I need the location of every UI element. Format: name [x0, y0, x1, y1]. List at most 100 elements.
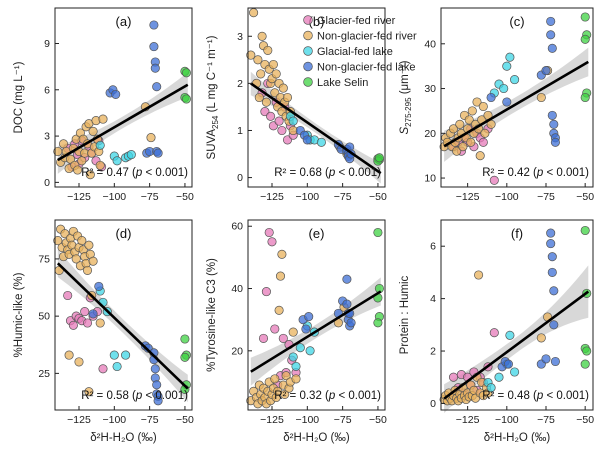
point-non-glacier-fed-river: [278, 83, 288, 93]
x-tick-label: −100: [495, 191, 519, 203]
point-non-glacier-fed-lake: [153, 396, 163, 406]
point-non-glacier-fed-river: [478, 101, 488, 112]
x-tick-label: −100: [495, 414, 519, 426]
x-tick-label: −50: [369, 191, 387, 203]
panel-label: (e): [309, 226, 325, 241]
point-glacial-fed-lake: [316, 137, 326, 147]
point-non-glacier-fed-river: [271, 69, 281, 79]
point-non-glacier-fed-lake: [546, 16, 556, 26]
point-glacier-fed-river: [80, 307, 90, 317]
y-tick-label: 25: [38, 368, 50, 380]
panel-4: 20 40 60 −125 −100 −75 −50 (e) R² = 0.32 (p < 0.…: [206, 219, 387, 444]
point-non-glacier-fed-lake: [503, 359, 513, 369]
point-non-glacier-fed-lake: [502, 97, 512, 107]
r-squared-annotation: R² = 0.42 (p < 0.001): [482, 167, 589, 179]
y-tick-label: 2: [430, 346, 436, 358]
x-tick-label: −75: [334, 191, 352, 203]
point-lake-selin: [374, 153, 384, 163]
point-non-glacier-fed-lake: [546, 239, 556, 249]
point-non-glacier-fed-river: [448, 124, 459, 134]
y-tick-label: 40: [424, 38, 436, 50]
y-tick-label: 1: [237, 125, 243, 137]
point-glacial-fed-lake: [505, 330, 515, 340]
x-tick-label: −100: [295, 414, 319, 426]
point-glacial-fed-lake: [288, 116, 298, 126]
point-non-glacier-fed-lake: [304, 312, 314, 322]
y-tick-label: 60: [231, 221, 243, 233]
point-lake-selin: [181, 94, 191, 104]
point-non-glacier-fed-river: [282, 92, 293, 103]
point-glacial-fed-lake: [112, 361, 122, 372]
y-tick-label: 75: [38, 253, 50, 265]
point-non-glacier-fed-river: [464, 115, 474, 125]
point-glacial-fed-lake: [305, 346, 315, 356]
y-tick-label: 50: [38, 311, 50, 323]
point-non-glacier-fed-river: [274, 305, 284, 315]
y-axis-label: S275-295 (μm⁻¹): [399, 60, 413, 134]
point-glacier-fed-river: [63, 290, 73, 301]
point-non-glacier-fed-lake: [94, 281, 104, 291]
point-non-glacier-fed-river: [472, 97, 482, 107]
point-non-glacier-fed-river: [458, 142, 468, 152]
point-lake-selin: [181, 68, 191, 78]
x-axis-label: δ²H-H₂O (‰): [484, 432, 551, 444]
x-tick-label: −50: [369, 414, 387, 426]
y-tick-label: 9: [44, 38, 50, 50]
point-non-glacier-fed-river: [257, 31, 267, 41]
point-non-glacier-fed-river: [58, 139, 69, 149]
point-non-glacier-fed-lake: [342, 274, 352, 284]
x-tick-label: −50: [176, 414, 194, 426]
x-tick-label: −100: [102, 414, 126, 426]
point-non-glacier-fed-river: [475, 151, 485, 161]
point-non-glacier-fed-river: [73, 165, 83, 175]
point-non-glacier-fed-river: [466, 137, 476, 147]
y-tick-label: 6: [430, 241, 436, 253]
plot-frame: [440, 219, 594, 411]
point-non-glacier-fed-river: [536, 92, 546, 103]
point-non-glacier-fed-river: [452, 146, 462, 156]
point-non-glacier-fed-lake: [88, 309, 98, 319]
point-non-glacier-fed-lake: [152, 82, 162, 92]
x-tick-label: −125: [67, 191, 91, 203]
point-non-glacier-fed-river: [253, 55, 263, 65]
point-lake-selin: [580, 225, 590, 236]
x-tick-label: −125: [260, 191, 284, 203]
legend-marker: [303, 61, 313, 72]
legend-label: Lake Selin: [317, 77, 368, 89]
point-non-glacier-fed-lake: [150, 63, 160, 73]
point-non-glacier-fed-river: [95, 318, 105, 328]
point-non-glacier-fed-lake: [547, 110, 557, 120]
regression-line: [56, 262, 189, 390]
x-tick-label: −75: [141, 414, 159, 426]
point-non-glacier-fed-lake: [150, 364, 160, 374]
regression-line: [250, 82, 382, 175]
point-non-glacier-fed-river: [71, 254, 81, 264]
point-glacial-fed-lake: [291, 361, 301, 371]
panel-1: 0 1 2 3 −125 −100 −75 −50 (b) R² = 0.68 (p < 0.00…: [206, 7, 387, 203]
y-axis-label: SUVA254 (L mg C⁻¹ m⁻¹): [206, 35, 220, 159]
panel-label: (f): [511, 226, 523, 241]
point-non-glacier-fed-river: [270, 374, 280, 384]
point-non-glacier-fed-lake: [550, 137, 560, 147]
point-glacier-fed-river: [448, 372, 459, 382]
point-glacier-fed-river: [278, 333, 288, 343]
point-glacial-fed-lake: [494, 372, 504, 382]
point-non-glacier-fed-river: [536, 333, 546, 343]
point-non-glacier-fed-river: [88, 126, 98, 136]
point-non-glacier-fed-river: [64, 350, 74, 360]
point-lake-selin: [373, 318, 383, 328]
r-squared-annotation: R² = 0.47 (p < 0.001): [81, 167, 188, 179]
point-non-glacier-fed-river: [275, 271, 286, 281]
y-axis-label: %Tyrosine-like C3 (%): [206, 258, 218, 372]
x-tick-label: −75: [537, 191, 555, 203]
x-tick-label: −50: [576, 191, 594, 203]
point-glacial-fed-lake: [112, 156, 122, 166]
panel-label: (b): [309, 14, 325, 29]
x-tick-label: −50: [576, 414, 594, 426]
point-lake-selin: [373, 227, 383, 238]
point-non-glacier-fed-river: [280, 389, 290, 399]
point-non-glacier-fed-lake: [547, 43, 557, 53]
point-non-glacier-fed-lake: [153, 148, 163, 158]
y-tick-label: 40: [231, 283, 243, 295]
